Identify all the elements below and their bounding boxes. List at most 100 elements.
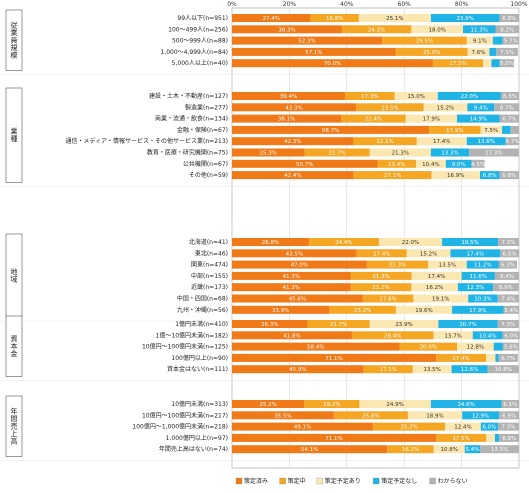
bar-segment [232,305,330,314]
data-label: 6.0% [504,333,518,339]
bar-segment [341,25,412,34]
data-label: 16.9% [447,173,464,179]
bar-segment [500,249,519,258]
bar-segment [232,433,437,442]
data-label: 6.1% [503,402,517,408]
bar-segment [502,36,519,45]
group-label-char: 間 [11,415,18,423]
bar-segment [499,171,519,180]
bar-segment [480,125,503,134]
data-label: 12.4% [454,425,471,431]
bar-segment [497,320,519,328]
data-label: 25.2% [400,425,417,431]
group-panel [5,395,23,457]
bar-segment [499,433,519,442]
data-label: 7.5% [500,50,514,56]
bar-segment [457,283,494,292]
bar-segment [480,445,519,454]
bar-segment [467,103,495,112]
row-label: 北海道(n=41) [189,238,228,246]
bar-segment [232,238,309,246]
group-label-char: 本 [11,342,18,351]
bar-segment [232,294,363,303]
data-label: 70.0% [324,61,341,67]
data-label: 7.5% [484,128,498,134]
data-label: 43.5% [286,251,303,257]
bar-segment [333,411,408,420]
data-label: 18.9% [426,413,443,419]
data-label: 17.6% [379,297,396,303]
group-panel [5,87,23,183]
data-label: 6.8% [483,173,497,179]
data-label: 22.1% [376,139,393,145]
row-label: 1,000億円以上(n=97) [166,434,228,442]
data-label: 8.2% [500,27,514,33]
bar-segment [232,137,354,146]
bar-segment [433,331,473,340]
bar-segment [377,159,416,168]
data-label: 19.1% [432,297,449,303]
data-label: 23.9% [456,16,473,22]
bar-segment [497,294,519,303]
data-label: 6.7% [501,356,515,362]
bar-segment [483,59,492,68]
bar-segment [232,14,311,22]
data-label: 25.0% [423,50,440,56]
group-label-char: 資 [11,334,18,343]
data-label: 15.2% [437,105,454,111]
data-label: 15.0% [408,94,425,100]
data-label: 27.1% [384,173,401,179]
bar-segment [436,433,487,442]
data-label: 47.0% [291,263,308,269]
data-label: 17.4% [467,251,484,257]
group-label-char: 売 [11,422,18,431]
bar-segment [429,125,481,134]
row-label: 中国・四国(n=68) [177,295,228,303]
bar-segment [232,249,357,258]
data-label: 22.7% [328,151,345,157]
row-label: 1億～10億円未満(n=182) [156,331,228,339]
data-label: 21.7% [330,322,347,328]
bar-segment [307,320,370,328]
data-label: 16.2% [426,285,443,291]
bar-segment [502,125,511,134]
data-label: 20.7% [459,322,476,328]
data-label: 28.4% [384,333,401,339]
data-label: 41.8% [283,333,300,339]
data-label: 13.4% [388,162,405,168]
data-label: 38.1% [278,117,295,123]
bar-segment [369,148,431,157]
row-label: 年間売上高はない(n=74) [159,445,228,453]
bar-segment [487,365,519,374]
legend-label: 策定予定あり [325,477,361,485]
bar-segment [466,137,506,146]
data-label: 17.3% [361,94,378,100]
bar-segment [451,365,488,374]
data-label: 5.0% [500,61,514,67]
bar-segment [405,114,458,123]
x-tick-label: 20% [283,1,297,8]
bar-segment [341,114,406,123]
data-label: 11.2% [474,263,491,269]
data-label: 4.5% [471,162,485,168]
data-label: 6.5% [503,251,517,257]
group-label-char: 金 [11,349,18,358]
data-label: 71.1% [325,356,342,362]
bar-segment [304,400,360,408]
bar-segment [464,445,481,454]
data-label: 54.1% [301,447,318,453]
bar-segment [510,125,520,134]
data-label: 17.1% [380,367,397,373]
row-label: 建設・土木・不動産(n=127) [149,92,228,100]
bar-segment [472,331,503,340]
bar-segment [232,59,433,68]
bar-segment [499,114,519,123]
data-label: 27.4% [263,16,280,22]
data-label: 68.7% [322,128,339,134]
bar-segment [411,283,458,292]
bar-segment [308,238,379,246]
bar-segment [499,59,515,68]
group-label-char: 種 [11,135,18,143]
data-label: 6.9% [502,436,516,442]
